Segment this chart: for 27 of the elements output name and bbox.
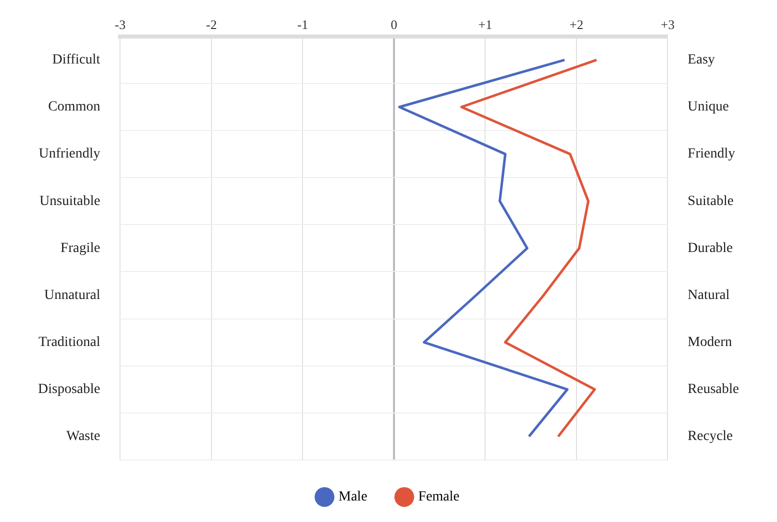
x-tick-label: -1 [297, 17, 308, 32]
y2-tick-label: Modern [688, 335, 732, 350]
y-tick-label: Unnatural [44, 288, 100, 303]
y-tick-label: Fragile [60, 240, 100, 256]
y2-tick-label: Unique [688, 100, 729, 115]
y2-tick-label: Recycle [688, 429, 733, 444]
y-tick-label: Unsuitable [40, 194, 100, 209]
legend-label: Female [418, 490, 460, 505]
y2-tick-label: Natural [688, 288, 730, 303]
y-tick-label: Unfriendly [38, 146, 100, 162]
y2-tick-label: Suitable [688, 194, 734, 209]
y2-tick-label: Durable [688, 240, 733, 256]
x-tick-label: -2 [206, 17, 217, 32]
y-tick-label: Disposable [38, 382, 100, 398]
x-tick-label: 0 [390, 17, 398, 32]
x-tick-label: +3 [660, 17, 675, 32]
x-tick-label: +1 [478, 17, 492, 32]
y2-tick-label: Easy [688, 52, 715, 68]
y2-tick-label: Reusable [688, 382, 740, 398]
y-tick-label: Difficult [52, 52, 100, 68]
x-tick-label: +2 [570, 17, 584, 32]
y-tick-label: Waste [66, 429, 100, 444]
x-tick-label: -3 [114, 17, 126, 32]
legend-label: Male [338, 490, 368, 505]
y-tick-label: Traditional [38, 335, 100, 350]
y-tick-label: Common [48, 100, 100, 115]
y2-tick-label: Friendly [688, 146, 736, 162]
